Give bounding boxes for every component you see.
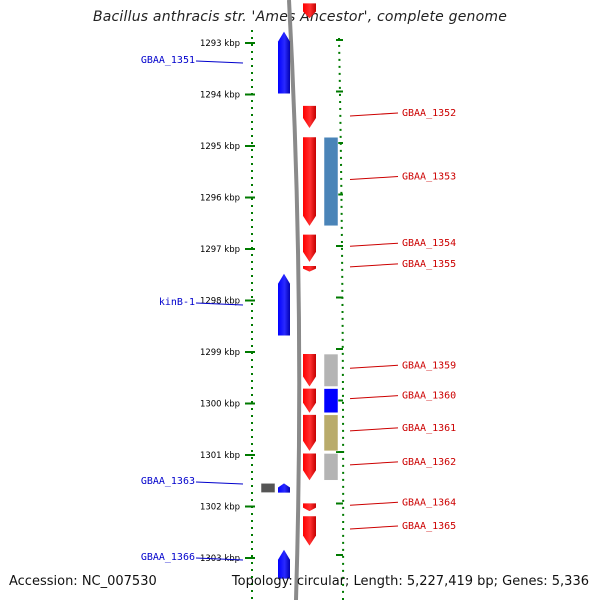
label-leader: [349, 501, 399, 506]
gene-arrow-kinb-1[interactable]: [278, 273, 290, 336]
genome-summary-text: Topology: circular; Length: 5,227,419 bp…: [231, 574, 589, 589]
label-leader: [349, 427, 399, 432]
ruler-layer: 1293 kbp 1294 kbp 1295 kbp 1296 kbp 1297 kbp…: [200, 30, 345, 600]
label-leader: [195, 481, 244, 485]
cog-box: [323, 453, 339, 481]
backbone-arc: [287, 0, 302, 600]
label-leader: [195, 557, 244, 561]
label-layer: GBAA_1351 GBAA_1352 GBAA_1353 GBAA_1354 GBAA…: [141, 55, 456, 563]
ruler-label: 1298 kbp: [200, 297, 240, 307]
ruler-label: 1293 kbp: [200, 39, 240, 49]
gene-arrow-gbaa_1364[interactable]: [303, 503, 316, 512]
accession-text: Accession: NC_007530: [9, 574, 157, 589]
cog-layer: [260, 136, 339, 493]
cog-box: [323, 353, 339, 387]
gene-label-gbaa_1359[interactable]: GBAA_1359: [402, 360, 456, 371]
gene-label-gbaa_1362[interactable]: GBAA_1362: [402, 457, 456, 468]
gene-arrow-gbaa_1360[interactable]: [303, 388, 316, 413]
label-leader: [349, 263, 399, 268]
cog-box: [260, 483, 276, 493]
gene-arrow-gbaa_1351[interactable]: [278, 31, 290, 94]
gene-layer: [278, 3, 316, 579]
label-leader: [349, 176, 399, 181]
label-leader: [349, 364, 399, 369]
ruler-label: 1296 kbp: [200, 194, 240, 204]
label-leader: [349, 395, 399, 400]
ruler-label: 1299 kbp: [200, 348, 240, 358]
ruler-label: 1300 kbp: [200, 400, 240, 410]
ruler-label: 1294 kbp: [200, 91, 240, 101]
cog-box: [323, 388, 339, 414]
ruler-label: 1295 kbp: [200, 142, 240, 152]
ruler-label: 1301 kbp: [200, 451, 240, 461]
gene-arrow-gbaa_1362[interactable]: [303, 453, 316, 481]
cog-box: [323, 136, 339, 227]
gene-arrow-gbaa_1359[interactable]: [303, 354, 316, 387]
gene-label-gbaa_1351[interactable]: GBAA_1351: [141, 55, 195, 66]
gene-label-gbaa_1366[interactable]: GBAA_1366: [141, 552, 195, 563]
gene-arrow-gbaa_1366[interactable]: [278, 549, 290, 579]
gene-arrow-gbaa_1365[interactable]: [303, 516, 316, 546]
gene-label-gbaa_1353[interactable]: GBAA_1353: [402, 172, 456, 183]
gene-arrow-gbaa_1363[interactable]: [278, 483, 290, 493]
gene-arrow-gbaa_1353[interactable]: [303, 137, 316, 226]
gene-arrow[interactable]: [303, 3, 316, 19]
gene-arrow-gbaa_1354[interactable]: [303, 234, 316, 262]
gene-arrow-gbaa_1361[interactable]: [303, 414, 316, 451]
gene-label-gbaa_1361[interactable]: GBAA_1361: [402, 423, 456, 434]
label-leader: [349, 242, 399, 247]
label-leader: [195, 60, 244, 64]
ruler-label: 1297 kbp: [200, 245, 240, 255]
label-leader: [195, 302, 244, 306]
genome-title: Bacillus anthracis str. 'Ames Ancestor',…: [92, 9, 508, 25]
cog-box: [323, 414, 339, 452]
backbone-layer: [287, 0, 302, 600]
gene-label-gbaa_1364[interactable]: GBAA_1364: [402, 497, 456, 508]
gene-label-gbaa_1360[interactable]: GBAA_1360: [402, 391, 456, 402]
gene-arrow-gbaa_1355[interactable]: [303, 265, 316, 272]
gene-arrow-gbaa_1352[interactable]: [303, 105, 316, 128]
right-tick-column: [338, 37, 345, 600]
label-leader: [349, 461, 399, 466]
gene-label-kinb-1[interactable]: kinB-1: [159, 297, 195, 308]
ruler-label: 1302 kbp: [200, 503, 240, 513]
gene-label-gbaa_1352[interactable]: GBAA_1352: [402, 108, 456, 119]
label-leader: [349, 112, 399, 117]
gene-label-gbaa_1363[interactable]: GBAA_1363: [141, 476, 195, 487]
label-leader: [349, 525, 399, 530]
gene-label-gbaa_1354[interactable]: GBAA_1354: [402, 238, 456, 249]
gene-label-gbaa_1355[interactable]: GBAA_1355: [402, 259, 456, 270]
gene-label-gbaa_1365[interactable]: GBAA_1365: [402, 521, 456, 532]
